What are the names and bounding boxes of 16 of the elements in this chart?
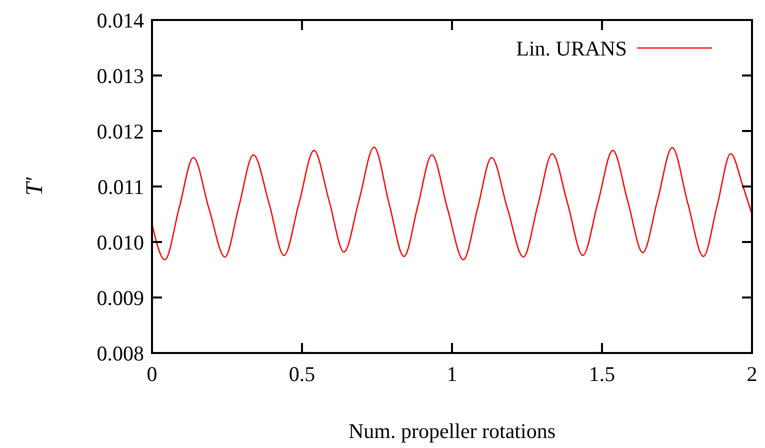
y-tick-label: 0.008	[96, 341, 144, 366]
y-tick-label: 0.013	[96, 64, 144, 88]
y-tick-label: 0.014	[96, 8, 144, 32]
y-axis-title: T′	[22, 176, 48, 196]
x-axis-title: Num. propeller rotations	[348, 419, 556, 443]
line-series	[151, 146, 753, 260]
y-tick-label: 0.011	[98, 174, 144, 199]
y-tick-label: 0.009	[96, 286, 144, 310]
legend-label: Lin. URANS	[516, 36, 627, 60]
x-tick-label: 1.5	[588, 362, 616, 386]
x-tick-label: 2	[746, 362, 758, 386]
x-tick-label: 0.5	[288, 362, 316, 386]
y-tick-label: 0.010	[96, 230, 144, 254]
x-tick-label: 1	[446, 362, 458, 386]
x-tick-label: 0	[146, 362, 158, 386]
y-tick-label: 0.012	[96, 119, 144, 144]
